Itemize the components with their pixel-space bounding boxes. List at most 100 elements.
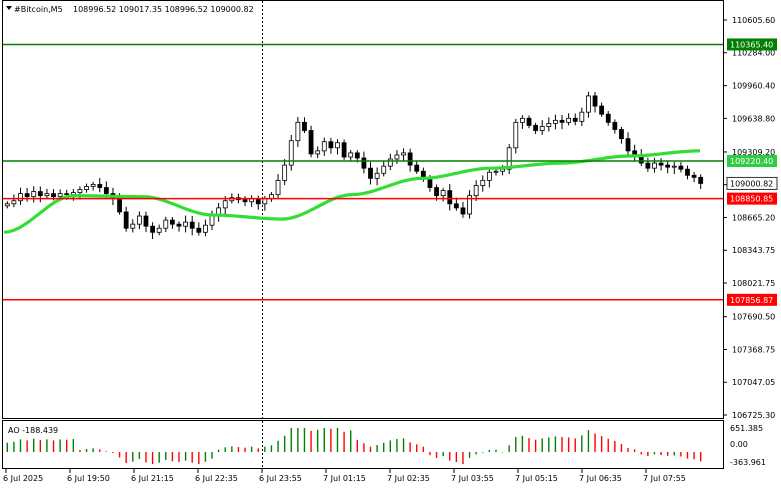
time-tick-label: 7 Jul 01:15 <box>323 474 366 483</box>
candle-body <box>473 185 479 197</box>
candle-body <box>434 187 439 197</box>
dropdown-arrow-icon[interactable] <box>6 6 12 10</box>
candle-body <box>222 200 228 209</box>
candle-body <box>18 193 23 202</box>
candle-body <box>605 113 611 123</box>
level-tag <box>727 38 777 51</box>
candle-body <box>44 193 50 197</box>
level-tag-label: 110365.40 <box>730 40 773 49</box>
candle-body <box>24 193 30 198</box>
time-tick-label: 7 Jul 03:55 <box>451 474 494 483</box>
candle-body <box>361 157 367 169</box>
candle-body <box>341 142 347 158</box>
price-tags: 110365.40 109220.40 108850.85 107856.87 1090… <box>726 38 778 306</box>
price-tick-label: 107690.50 <box>732 313 775 322</box>
current-price-tag <box>726 176 778 190</box>
time-tick-label: 6 Jul 19:50 <box>67 474 110 483</box>
candle-body <box>282 164 288 181</box>
candle-body <box>506 147 512 170</box>
ao-label: AO -188.439 <box>8 426 58 435</box>
main-chart-frame <box>2 0 724 419</box>
candle-body <box>685 168 690 176</box>
candle-body <box>546 122 552 127</box>
candle-body <box>526 117 532 126</box>
candle-body <box>401 152 406 156</box>
candle-body <box>453 203 459 209</box>
candle-body <box>136 215 142 225</box>
candle-body <box>625 138 631 152</box>
candle-body <box>652 162 657 169</box>
candle-body <box>440 190 446 197</box>
ao-bottom-label: -363.961 <box>730 458 766 467</box>
candle-body <box>671 165 677 168</box>
ao-histogram <box>6 428 702 465</box>
candle-body <box>97 184 103 188</box>
candle-body <box>37 191 43 197</box>
price-axis: 110605.60 110284.00 109960.40 109638.80 1093… <box>723 16 775 420</box>
candle-body <box>196 227 202 233</box>
candle-body <box>183 221 189 227</box>
candle-body <box>539 126 545 131</box>
candle-body <box>354 152 360 159</box>
candle-body <box>150 225 155 233</box>
level-lines <box>3 43 723 301</box>
candle-body <box>242 199 248 203</box>
time-tick-label: 6 Jul 23:55 <box>259 474 302 483</box>
candle-body <box>4 203 10 207</box>
candle-body <box>189 221 195 229</box>
candle-body <box>519 117 525 123</box>
candle-body <box>480 179 486 186</box>
time-tick-label: 7 Jul 02:35 <box>387 474 430 483</box>
candle-body <box>117 198 122 213</box>
candle-body <box>612 121 618 130</box>
candle-body <box>566 117 572 123</box>
candle-body <box>387 158 393 167</box>
candle-body <box>31 191 37 198</box>
candle-body <box>447 190 453 205</box>
candle-body <box>288 140 294 166</box>
candle-body <box>572 117 578 122</box>
candle-body <box>262 198 268 205</box>
candle-body <box>645 162 651 169</box>
candle-body <box>533 125 539 131</box>
price-tick-label: 109960.40 <box>732 82 775 91</box>
price-tick-label: 108343.75 <box>732 246 775 255</box>
candle-body <box>51 193 56 198</box>
price-tick-label: 107047.05 <box>732 378 775 387</box>
candle-body <box>586 95 591 113</box>
candle-body <box>559 119 565 123</box>
price-tick-label: 108021.75 <box>732 279 775 288</box>
time-axis[interactable]: 6 Jul 2025 6 Jul 19:50 6 Jul 21:15 6 Jul 22… <box>3 469 686 483</box>
price-tick-label: 110605.60 <box>732 16 775 25</box>
ohlc-readout: 108996.52 109017.35 108996.52 109000.82 <box>73 5 254 14</box>
candle-body <box>335 142 340 149</box>
price-candles <box>4 91 704 240</box>
candle-body <box>295 121 301 142</box>
candle-body <box>163 219 169 229</box>
candle-body <box>308 130 314 155</box>
candle-body <box>64 193 70 196</box>
ao-zero-label: 0.00 <box>730 440 748 449</box>
candle-body <box>57 193 63 198</box>
candle-body <box>275 179 281 196</box>
time-tick-label: 6 Jul 21:15 <box>131 474 174 483</box>
candle-body <box>553 119 558 124</box>
candle-body <box>592 95 598 107</box>
candle-body <box>84 186 89 190</box>
candle-body <box>658 162 664 166</box>
ao-top-label: 651.385 <box>730 424 763 433</box>
candle-body <box>414 164 420 172</box>
candle-body <box>169 219 175 225</box>
candle-body <box>348 152 354 158</box>
candle-body <box>698 176 704 184</box>
price-tick-label: 110284.00 <box>732 49 775 58</box>
candle-body <box>394 154 400 160</box>
price-tick-label: 109309.20 <box>732 148 775 157</box>
candle-body <box>156 227 162 233</box>
price-tick-label: 106725.30 <box>732 411 775 420</box>
candle-body <box>381 165 387 174</box>
level-tag <box>727 155 777 168</box>
candle-body <box>77 189 83 194</box>
candle-body <box>486 171 492 181</box>
